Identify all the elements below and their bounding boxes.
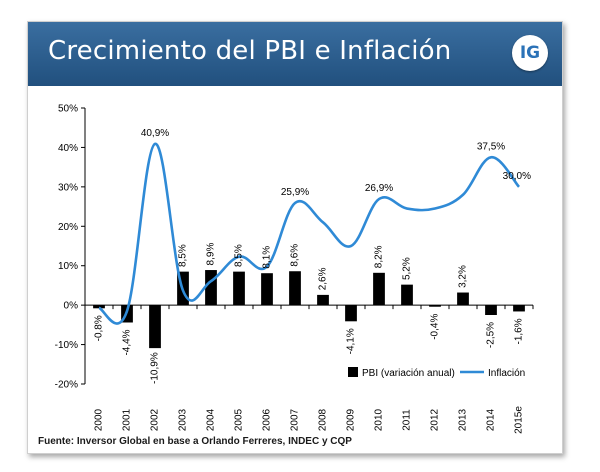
bar: [233, 271, 245, 306]
bar: [457, 292, 469, 306]
x-tick-label: 2010: [374, 408, 385, 431]
y-tick-label: -10%: [55, 340, 78, 351]
y-tick-label: 50%: [58, 104, 78, 115]
bar-value-label: 8,1%: [262, 246, 273, 269]
bar: [317, 294, 329, 306]
line-series: [98, 142, 521, 325]
bar-value-label: -4,4%: [122, 329, 133, 355]
x-tick-label: 2009: [346, 408, 357, 431]
chart-title: Crecimiento del PBI e Inflación: [48, 36, 452, 66]
x-tick-label: 2004: [206, 408, 217, 431]
bar-value-label: -2,5%: [486, 322, 497, 348]
line-value-label: 37,5%: [477, 141, 505, 152]
line-value-label: 40,9%: [141, 128, 169, 139]
x-tick-label: 2012: [430, 408, 441, 431]
line-value-label: 25,9%: [281, 187, 309, 198]
bar-value-label: 8,6%: [290, 244, 301, 267]
bar: [345, 305, 357, 322]
line-value-label: 30,0%: [503, 171, 531, 182]
y-tick-label: 0%: [64, 301, 79, 312]
x-tick-label: 2005: [234, 408, 245, 431]
inflation-line: [98, 142, 521, 325]
legend-bar-label: PBI (variación anual): [362, 368, 455, 379]
bar-value-label: 8,2%: [374, 245, 385, 268]
bar: [485, 305, 497, 315]
title-banner: Crecimiento del PBI e Inflación IG: [28, 22, 562, 86]
bar-value-label: -1,6%: [514, 318, 525, 344]
bar: [261, 273, 273, 306]
x-tick-label: 2006: [262, 408, 273, 431]
bar-value-label: 2,6%: [318, 267, 329, 290]
chart-plot: 50% 40% 30% 20% 10% 0% -10% -20% 2000 2001 2002 200…: [55, 104, 534, 434]
bar-value-label: -0,4%: [430, 314, 441, 340]
source-note: Fuente: Inversor Global en base a Orland…: [38, 436, 352, 447]
x-tick-label: 2001: [122, 408, 133, 431]
x-tick-label: 2002: [150, 408, 161, 431]
bar: [373, 272, 385, 306]
bar-value-label: -4,1%: [346, 328, 357, 354]
line-value-label: 26,9%: [365, 183, 393, 194]
bar: [513, 305, 525, 312]
data-labels: -0,8% -4,4% -10,9% 8,5% 8,9% 8,5% 8,1% 8,6% 2,6%…: [94, 128, 532, 384]
x-tick-label: 2003: [178, 408, 189, 431]
bar: [149, 305, 161, 349]
bar-value-label: 5,2%: [402, 257, 413, 280]
bar-value-label: 8,5%: [178, 244, 189, 267]
bar-value-label: -0,8%: [94, 315, 105, 341]
bar: [93, 305, 105, 309]
x-tick-label: 2014: [486, 408, 497, 431]
x-tick-label: 2007: [290, 408, 301, 431]
y-tick-label: 20%: [58, 222, 78, 233]
legend: PBI (variación anual) Inflación: [348, 367, 525, 379]
bar: [205, 270, 217, 306]
bar-value-label: 3,2%: [458, 265, 469, 288]
x-tick-label: 2015e: [514, 406, 525, 434]
x-tick-label: 2013: [458, 408, 469, 431]
ig-logo: IG: [512, 35, 548, 71]
bar-value-label: -10,9%: [150, 352, 161, 384]
x-tick-label: 2011: [402, 409, 413, 431]
y-tick-label: -20%: [55, 380, 78, 391]
ig-logo-text: IG: [519, 43, 541, 63]
legend-line-label: Inflación: [488, 368, 525, 379]
bar: [289, 271, 301, 306]
bar: [429, 305, 441, 307]
y-tick-label: 10%: [58, 261, 78, 272]
bar: [401, 284, 413, 306]
x-tick-label: 2008: [318, 408, 329, 431]
legend-bar-swatch: [348, 367, 358, 377]
bar-value-label: 8,9%: [206, 243, 217, 266]
y-tick-label: 30%: [58, 182, 78, 193]
chart-card: Crecimiento del PBI e Inflación IG 50% 40…: [27, 21, 563, 454]
y-tick-label: 40%: [58, 143, 78, 154]
x-tick-label: 2000: [94, 408, 105, 431]
bar-value-label: 8,5%: [234, 244, 245, 267]
